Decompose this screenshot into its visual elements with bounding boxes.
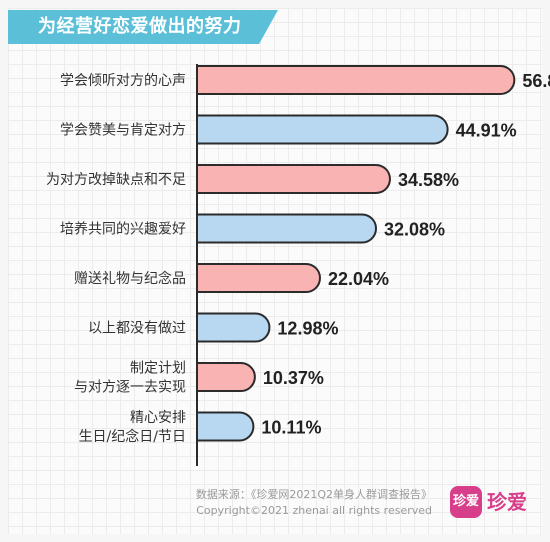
category-label-2: 学会赞美与肯定对方 [60, 123, 186, 139]
copyright-note: Copyright©2021 zhenai all rights reserve… [196, 504, 432, 517]
bar-5 [196, 263, 321, 293]
value-label-8: 10.11% [261, 418, 321, 438]
category-label-3: 为对方改掉缺点和不足 [46, 172, 186, 188]
source-note: 数据来源：《珍爱网2021Q2单身人群调查报告》 [195, 488, 432, 501]
category-label-6: 以上都没有做过 [88, 321, 186, 337]
category-label-4: 培养共同的兴趣爱好 [60, 222, 186, 238]
zhenai-logo-icon: 珍爱 [450, 486, 482, 518]
bar-7 [196, 362, 256, 392]
bar-1 [196, 65, 516, 95]
bar-6 [196, 312, 271, 343]
value-label-5: 22.04% [328, 269, 389, 289]
bar-4 [196, 213, 377, 244]
category-label-1: 学会倾听对方的心声 [60, 73, 186, 89]
value-label-4: 32.08% [384, 220, 445, 240]
bar-3 [196, 164, 391, 194]
category-label-5: 赠送礼物与纪念品 [74, 270, 186, 287]
chart-title: 为经营好恋爱做出的努力 [8, 10, 278, 44]
zhenai-logo-text: 珍爱 [487, 490, 527, 514]
value-label-3: 34.58% [398, 170, 459, 190]
value-label-2: 44.91% [456, 121, 517, 141]
category-label-7: 制定计划与对方逐一去实现 [74, 361, 186, 396]
category-label-8: 精心安排生日/纪念日/节日 [79, 410, 186, 445]
value-label-7: 10.37% [263, 368, 324, 388]
bar-2 [196, 114, 449, 145]
bar-8 [196, 411, 255, 442]
value-label-1: 56.87% [522, 71, 550, 91]
value-label-6: 12.98% [277, 319, 338, 339]
